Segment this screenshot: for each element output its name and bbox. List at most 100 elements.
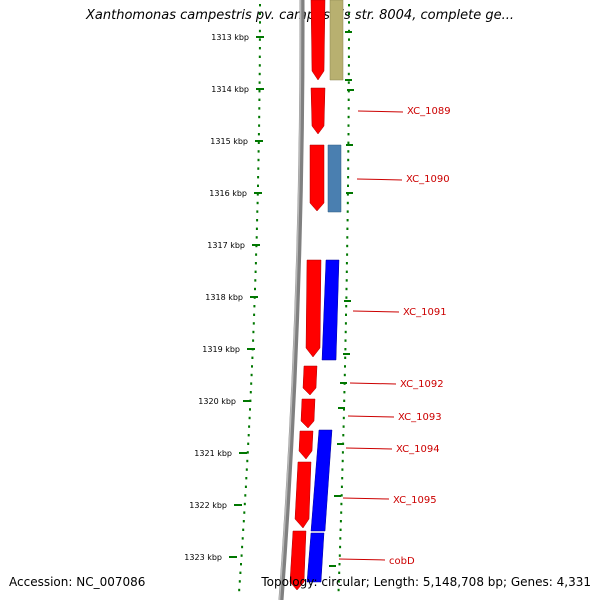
guide-dot xyxy=(345,305,348,308)
guide-dot xyxy=(242,528,245,531)
gene-label[interactable]: XC_1092 xyxy=(400,379,444,390)
guide-dot xyxy=(347,90,350,93)
gene-block[interactable] xyxy=(309,144,325,212)
guide-dot xyxy=(258,115,261,119)
gene-block[interactable] xyxy=(329,0,344,81)
gene-label-leader xyxy=(342,497,390,500)
guide-dot xyxy=(258,55,261,58)
guide-dot xyxy=(252,322,255,325)
guide-dot xyxy=(258,29,261,33)
gene-block[interactable] xyxy=(300,398,316,429)
guide-dot xyxy=(242,520,245,523)
tick-label: 1323 kbp xyxy=(184,553,222,562)
gene-label[interactable]: XC_1089 xyxy=(407,106,451,117)
guide-dot xyxy=(256,210,259,213)
guide-dot xyxy=(240,554,243,557)
gene-block[interactable] xyxy=(310,429,333,532)
guide-dot xyxy=(251,356,254,359)
guide-dot xyxy=(257,167,260,170)
guide-dot xyxy=(259,4,261,7)
guide-dot xyxy=(253,313,256,316)
gene-label[interactable]: XC_1095 xyxy=(393,495,437,506)
gene-block[interactable] xyxy=(294,461,312,529)
gene-block[interactable] xyxy=(302,365,318,396)
guide-dot xyxy=(345,279,348,282)
guide-dot xyxy=(258,72,261,76)
guide-dot xyxy=(340,494,343,497)
guide-dot xyxy=(240,563,242,566)
guide-dot xyxy=(347,184,349,187)
guide-dot xyxy=(243,511,246,514)
guide-dot xyxy=(238,588,241,592)
gene-block[interactable] xyxy=(289,530,307,591)
guide-dot xyxy=(258,124,261,127)
gene-labels: XC_1089 XC_1090 XC_1091 XC_1092 XC_1093 XC_10… xyxy=(338,106,451,567)
guide-dot xyxy=(256,219,259,222)
tick-label: 1318 kbp xyxy=(205,293,243,302)
guide-dot xyxy=(342,416,345,420)
tick-label: 1317 kbp xyxy=(207,241,245,250)
gene-label[interactable]: cobD xyxy=(389,556,415,567)
guide-dot xyxy=(343,408,345,411)
guide-dot xyxy=(347,158,350,162)
gene-label[interactable]: XC_1090 xyxy=(406,174,450,185)
guide-dot xyxy=(348,38,350,41)
guide-dot xyxy=(241,537,244,540)
tick-label: 1321 kbp xyxy=(194,449,232,458)
guide-dot xyxy=(345,270,348,273)
guide-dot xyxy=(347,98,350,101)
guide-dot xyxy=(343,391,346,394)
guide-dot xyxy=(346,193,349,196)
tick-label: 1319 kbp xyxy=(202,345,240,354)
gene-block[interactable] xyxy=(305,259,322,358)
gene-block[interactable] xyxy=(327,144,342,213)
gene-label-leader xyxy=(349,382,397,385)
guide-dot xyxy=(255,244,258,248)
guide-dot xyxy=(241,545,244,549)
guide-dot xyxy=(245,468,248,471)
guide-dot xyxy=(254,279,257,282)
guide-dot xyxy=(347,55,350,58)
guide-dot xyxy=(248,425,251,428)
gene-label-leader xyxy=(347,415,395,418)
guide-dot xyxy=(341,459,344,463)
guide-dot xyxy=(347,47,350,50)
gene-block[interactable] xyxy=(310,87,326,135)
gene-block[interactable] xyxy=(298,430,314,460)
gene-label-leader xyxy=(338,558,386,561)
guide-dot xyxy=(254,262,257,265)
guide-dot xyxy=(347,150,350,153)
guide-dot xyxy=(347,133,350,136)
dotted-guides xyxy=(238,4,354,592)
tick-label: 1313 kbp xyxy=(211,33,249,42)
guide-dot xyxy=(257,141,260,144)
guide-dot xyxy=(347,72,350,76)
guide-dot xyxy=(343,399,346,402)
guide-dot xyxy=(338,563,341,566)
guide-dot xyxy=(346,201,349,205)
guide-dot xyxy=(339,528,342,531)
guide-dot xyxy=(239,571,242,574)
guide-dot xyxy=(345,296,348,299)
gene-block[interactable] xyxy=(306,532,325,583)
guide-dot xyxy=(348,4,350,7)
genome-backbone xyxy=(278,0,305,600)
gene-label[interactable]: XC_1091 xyxy=(403,307,447,318)
guide-dot xyxy=(245,477,248,480)
guide-dot xyxy=(249,399,252,402)
guide-dot xyxy=(340,511,343,514)
gene-label[interactable]: XC_1094 xyxy=(396,444,440,455)
gene-label[interactable]: XC_1093 xyxy=(398,412,442,423)
guide-dot xyxy=(250,382,253,385)
guide-dot xyxy=(253,296,256,299)
guide-dot xyxy=(244,485,247,488)
guide-dot xyxy=(337,588,340,592)
gene-block[interactable] xyxy=(310,0,326,81)
guide-dot xyxy=(257,176,260,179)
guide-dot xyxy=(247,442,250,445)
guide-dot xyxy=(347,141,350,144)
gene-block[interactable] xyxy=(321,259,340,361)
guide-dot xyxy=(337,580,340,583)
guide-dot xyxy=(345,262,348,265)
